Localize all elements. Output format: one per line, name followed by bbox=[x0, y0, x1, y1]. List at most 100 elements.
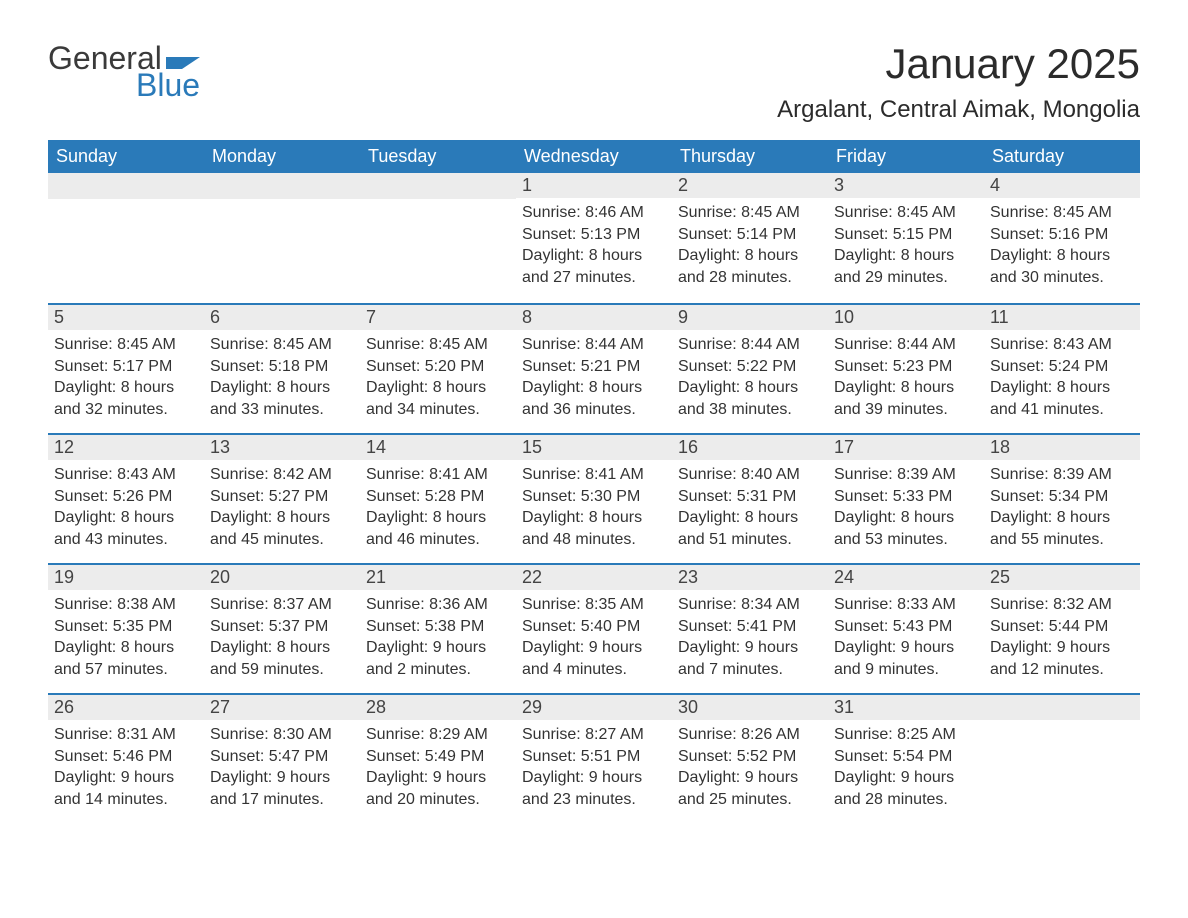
day-number: 16 bbox=[672, 433, 828, 460]
day-details: Sunrise: 8:32 AMSunset: 5:44 PMDaylight:… bbox=[984, 590, 1140, 688]
sunset-text: Sunset: 5:13 PM bbox=[522, 224, 666, 246]
empty-day bbox=[984, 693, 1140, 720]
sunset-text: Sunset: 5:18 PM bbox=[210, 356, 354, 378]
daylight-text-1: Daylight: 8 hours bbox=[990, 507, 1134, 529]
daylight-text-1: Daylight: 8 hours bbox=[54, 637, 198, 659]
location-subtitle: Argalant, Central Aimak, Mongolia bbox=[777, 96, 1140, 124]
sunset-text: Sunset: 5:15 PM bbox=[834, 224, 978, 246]
header: General Blue January 2025 Argalant, Cent… bbox=[48, 40, 1140, 136]
daylight-text-1: Daylight: 8 hours bbox=[678, 377, 822, 399]
calendar-cell: 25Sunrise: 8:32 AMSunset: 5:44 PMDayligh… bbox=[984, 563, 1140, 693]
daylight-text-2: and 36 minutes. bbox=[522, 399, 666, 421]
day-number: 4 bbox=[984, 173, 1140, 198]
day-details: Sunrise: 8:29 AMSunset: 5:49 PMDaylight:… bbox=[360, 720, 516, 818]
daylight-text-2: and 51 minutes. bbox=[678, 529, 822, 551]
day-number: 3 bbox=[828, 173, 984, 198]
calendar-cell bbox=[360, 173, 516, 303]
day-details: Sunrise: 8:45 AMSunset: 5:20 PMDaylight:… bbox=[360, 330, 516, 428]
sunrise-text: Sunrise: 8:42 AM bbox=[210, 464, 354, 486]
sunrise-text: Sunrise: 8:39 AM bbox=[834, 464, 978, 486]
day-details: Sunrise: 8:44 AMSunset: 5:23 PMDaylight:… bbox=[828, 330, 984, 428]
calendar-cell: 24 Sunrise: 8:33 AMSunset: 5:43 PMDayligh… bbox=[828, 563, 984, 693]
page-title: January 2025 bbox=[777, 40, 1140, 88]
logo-text-blue: Blue bbox=[136, 67, 200, 104]
calendar-cell: 23Sunrise: 8:34 AMSunset: 5:41 PMDayligh… bbox=[672, 563, 828, 693]
sunrise-text: Sunrise: 8:29 AM bbox=[366, 724, 510, 746]
daylight-text-1: Daylight: 9 hours bbox=[366, 767, 510, 789]
daylight-text-1: Daylight: 9 hours bbox=[834, 637, 978, 659]
day-details: Sunrise: 8:27 AMSunset: 5:51 PMDaylight:… bbox=[516, 720, 672, 818]
daylight-text-1: Daylight: 8 hours bbox=[210, 377, 354, 399]
day-number: 5 bbox=[48, 303, 204, 330]
calendar-cell: 17Sunrise: 8:39 AMSunset: 5:33 PMDayligh… bbox=[828, 433, 984, 563]
daylight-text-2: and 17 minutes. bbox=[210, 789, 354, 811]
sunrise-text: Sunrise: 8:33 AM bbox=[834, 594, 978, 616]
sunrise-text: Sunrise: 8:30 AM bbox=[210, 724, 354, 746]
daylight-text-2: and 32 minutes. bbox=[54, 399, 198, 421]
calendar-cell: 2Sunrise: 8:45 AMSunset: 5:14 PMDaylight… bbox=[672, 173, 828, 303]
sunset-text: Sunset: 5:43 PM bbox=[834, 616, 978, 638]
daylight-text-2: and 14 minutes. bbox=[54, 789, 198, 811]
sunrise-text: Sunrise: 8:45 AM bbox=[990, 202, 1134, 224]
daylight-text-2: and 53 minutes. bbox=[834, 529, 978, 551]
calendar-cell: 20Sunrise: 8:37 AMSunset: 5:37 PMDayligh… bbox=[204, 563, 360, 693]
day-details: Sunrise: 8:45 AMSunset: 5:18 PMDaylight:… bbox=[204, 330, 360, 428]
sunrise-text: Sunrise: 8:45 AM bbox=[210, 334, 354, 356]
calendar-cell: 14Sunrise: 8:41 AMSunset: 5:28 PMDayligh… bbox=[360, 433, 516, 563]
daylight-text-2: and 57 minutes. bbox=[54, 659, 198, 681]
daylight-text-2: and 29 minutes. bbox=[834, 267, 978, 289]
sunrise-text: Sunrise: 8:43 AM bbox=[990, 334, 1134, 356]
empty-day bbox=[48, 173, 204, 199]
calendar-cell: 18Sunrise: 8:39 AMSunset: 5:34 PMDayligh… bbox=[984, 433, 1140, 563]
daylight-text-1: Daylight: 8 hours bbox=[210, 507, 354, 529]
day-number: 29 bbox=[516, 693, 672, 720]
sunset-text: Sunset: 5:44 PM bbox=[990, 616, 1134, 638]
day-details: Sunrise: 8:45 AMSunset: 5:17 PMDaylight:… bbox=[48, 330, 204, 428]
day-header: Saturday bbox=[984, 140, 1140, 173]
calendar-cell: 21Sunrise: 8:36 AMSunset: 5:38 PMDayligh… bbox=[360, 563, 516, 693]
sunset-text: Sunset: 5:41 PM bbox=[678, 616, 822, 638]
sunrise-text: Sunrise: 8:45 AM bbox=[834, 202, 978, 224]
day-details: Sunrise: 8:45 AMSunset: 5:15 PMDaylight:… bbox=[828, 198, 984, 296]
day-number: 6 bbox=[204, 303, 360, 330]
day-number: 8 bbox=[516, 303, 672, 330]
empty-day bbox=[360, 173, 516, 199]
day-number: 26 bbox=[48, 693, 204, 720]
day-header: Tuesday bbox=[360, 140, 516, 173]
calendar-cell: 19Sunrise: 8:38 AMSunset: 5:35 PMDayligh… bbox=[48, 563, 204, 693]
calendar-week-row: 5Sunrise: 8:45 AMSunset: 5:17 PMDaylight… bbox=[48, 303, 1140, 433]
daylight-text-1: Daylight: 9 hours bbox=[834, 767, 978, 789]
daylight-text-1: Daylight: 9 hours bbox=[990, 637, 1134, 659]
sunrise-text: Sunrise: 8:25 AM bbox=[834, 724, 978, 746]
day-details: Sunrise: 8:39 AMSunset: 5:33 PMDaylight:… bbox=[828, 460, 984, 558]
title-block: January 2025 Argalant, Central Aimak, Mo… bbox=[777, 40, 1140, 136]
calendar-header-row: SundayMondayTuesdayWednesdayThursdayFrid… bbox=[48, 140, 1140, 173]
sunset-text: Sunset: 5:47 PM bbox=[210, 746, 354, 768]
daylight-text-2: and 33 minutes. bbox=[210, 399, 354, 421]
daylight-text-2: and 59 minutes. bbox=[210, 659, 354, 681]
day-number: 24 bbox=[828, 563, 984, 590]
calendar-cell: 28Sunrise: 8:29 AMSunset: 5:49 PMDayligh… bbox=[360, 693, 516, 823]
sunrise-text: Sunrise: 8:37 AM bbox=[210, 594, 354, 616]
sunrise-text: Sunrise: 8:44 AM bbox=[678, 334, 822, 356]
calendar-cell: 1Sunrise: 8:46 AMSunset: 5:13 PMDaylight… bbox=[516, 173, 672, 303]
day-details: Sunrise: 8:41 AMSunset: 5:28 PMDaylight:… bbox=[360, 460, 516, 558]
day-number: 11 bbox=[984, 303, 1140, 330]
day-details: Sunrise: 8:35 AMSunset: 5:40 PMDaylight:… bbox=[516, 590, 672, 688]
sunrise-text: Sunrise: 8:32 AM bbox=[990, 594, 1134, 616]
sunrise-text: Sunrise: 8:45 AM bbox=[54, 334, 198, 356]
sunrise-text: Sunrise: 8:27 AM bbox=[522, 724, 666, 746]
sunset-text: Sunset: 5:33 PM bbox=[834, 486, 978, 508]
day-details: Sunrise: 8:34 AMSunset: 5:41 PMDaylight:… bbox=[672, 590, 828, 688]
sunset-text: Sunset: 5:52 PM bbox=[678, 746, 822, 768]
calendar-cell: 30Sunrise: 8:26 AMSunset: 5:52 PMDayligh… bbox=[672, 693, 828, 823]
day-header: Monday bbox=[204, 140, 360, 173]
calendar-cell: 11Sunrise: 8:43 AMSunset: 5:24 PMDayligh… bbox=[984, 303, 1140, 433]
sunset-text: Sunset: 5:54 PM bbox=[834, 746, 978, 768]
day-number: 15 bbox=[516, 433, 672, 460]
day-number: 21 bbox=[360, 563, 516, 590]
sunrise-text: Sunrise: 8:41 AM bbox=[522, 464, 666, 486]
daylight-text-2: and 25 minutes. bbox=[678, 789, 822, 811]
day-details: Sunrise: 8:45 AMSunset: 5:16 PMDaylight:… bbox=[984, 198, 1140, 296]
daylight-text-1: Daylight: 9 hours bbox=[522, 767, 666, 789]
